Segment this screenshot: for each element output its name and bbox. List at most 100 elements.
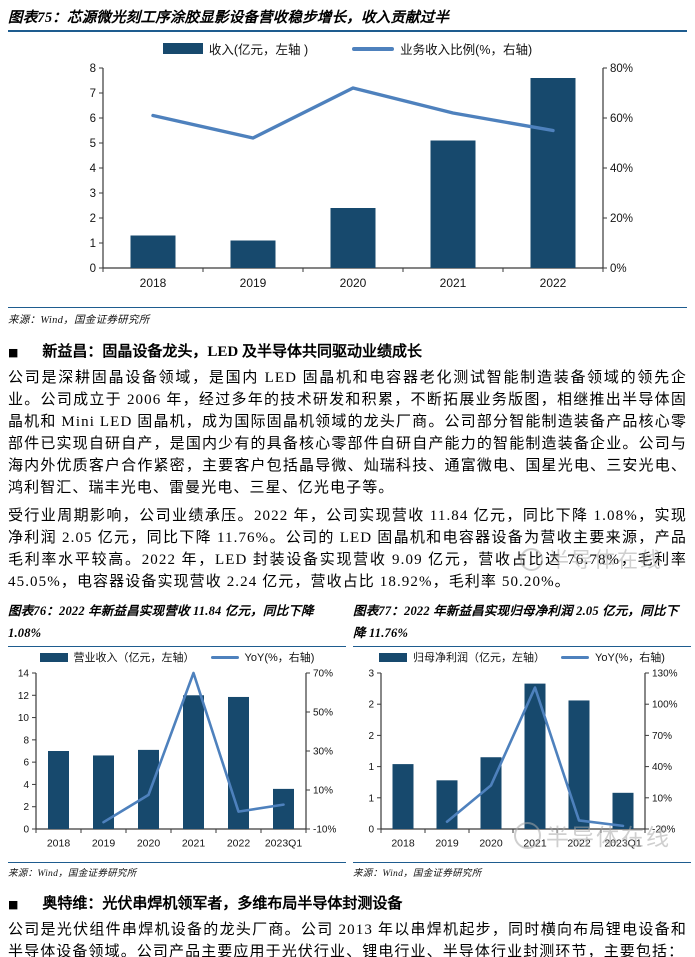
category-label: 2020 (137, 838, 161, 850)
bar-2022 (530, 78, 576, 268)
chart77-legend: 归母净利润（亿元，左轴） YoY(%，右轴) (353, 649, 691, 665)
left-axis-label: 7 (90, 88, 96, 100)
figure77-bottom-rule (353, 862, 691, 863)
left-axis-label: 8 (23, 735, 29, 746)
bullet-square-icon: ■ (8, 346, 19, 359)
paragraph-company-intro: 公司是深耕固晶设备领域，是国内 LED 固晶机和电容器老化测试智能制造装备领域的… (8, 370, 687, 496)
left-axis-label: 6 (90, 113, 96, 125)
bar-2022 (568, 700, 590, 829)
section-heading-text: 新益昌：固晶设备龙头，LED 及半导体共同驱动业绩成长 (42, 344, 423, 360)
legend-item: YoY(%，右轴) (210, 649, 315, 665)
right-axis-label: 70% (313, 669, 333, 680)
right-axis-label: 130% (652, 669, 678, 680)
bar-2019 (230, 240, 276, 268)
category-label: 2021 (523, 838, 547, 850)
bar-2021 (183, 695, 204, 829)
title-rule (8, 30, 687, 32)
figure77-column: 图表77：2022 年新益昌实现归母净利润 2.05 亿元，同比下降 11.76… (353, 601, 691, 879)
legend-item: 营业收入（亿元，左轴） (39, 649, 195, 665)
left-axis-label: 5 (90, 138, 96, 150)
bar-2021 (430, 140, 476, 268)
left-axis-label: 3 (368, 669, 374, 680)
chart76-plot: 0 2 4 6 8 10 12 14 -10% 10% 30% 50% 70% 2018 2019 2020 2… (18, 669, 337, 850)
line-series (102, 671, 285, 824)
right-axis-label: 100% (652, 700, 678, 711)
bar-2019 (93, 755, 114, 829)
legend-line-swatch (210, 655, 239, 659)
figure76-bottom-rule (8, 862, 346, 863)
left-axis-label: 14 (18, 669, 30, 680)
bar-2023Q1 (273, 788, 294, 829)
left-axis-label: 4 (23, 780, 29, 791)
right-axis-label: 10% (313, 786, 333, 797)
two-column-figures: 图表76：2022 年新益昌实现营收 11.84 亿元，同比下降 1.08% 营… (8, 601, 691, 879)
legend-label: YoY(%，右轴) (244, 652, 315, 664)
legend-line-swatch (352, 46, 395, 51)
figure76-chart: 营业收入（亿元，左轴） YoY(%，右轴) 0 2 4 6 8 10 12 14 -10% 10% 30… (8, 649, 346, 860)
left-axis-label: 4 (90, 163, 97, 175)
left-axis-label: 0 (90, 263, 96, 275)
right-axis-label: 80% (610, 63, 633, 75)
legend-label: YoY(%，右轴) (595, 652, 665, 664)
chart75-bottom-rule (8, 307, 687, 308)
figure77-source: 来源：Wind，国金证券研究所 (353, 869, 482, 879)
figure76-source: 来源：Wind，国金证券研究所 (8, 869, 137, 879)
left-axis-label: 0 (368, 825, 374, 836)
legend-item: 业务收入比例(%，右轴) (352, 39, 532, 58)
legend-item: YoY(%，右轴) (561, 649, 665, 665)
bar-2020 (330, 208, 376, 268)
figure75-source: 来源：Wind，国金证券研究所 (8, 315, 150, 326)
figure75-title: 图表75：芯源微光刻工序涂胶显影设备营收稳步增长，收入贡献过半 (8, 10, 450, 26)
legend-item: 收入(亿元，左轴 ) (162, 39, 308, 58)
legend-line-swatch (561, 655, 590, 659)
bar-2018 (48, 751, 69, 829)
legend-label: 归母净利润（亿元，左轴） (413, 652, 546, 664)
chart76-legend: 营业收入（亿元，左轴） YoY(%，右轴) (8, 649, 346, 665)
bar-2021 (524, 683, 546, 829)
left-axis-label: 3 (90, 188, 96, 200)
left-axis-label: 12 (18, 691, 30, 702)
paragraph-financials: 受行业周期影响，公司业绩承压。2022 年，公司实现营收 11.84 亿元，同比… (8, 508, 687, 590)
legend-label: 营业收入（亿元，左轴） (73, 652, 195, 664)
category-label: 2022 (540, 276, 567, 290)
figure77-title: 图表77：2022 年新益昌实现归母净利润 2.05 亿元，同比下降 11.76… (353, 604, 679, 640)
left-axis-label: 1 (368, 762, 374, 773)
section-heading-aotewei: ■ 奥特维：光伏串焊机领军者，多维布局半导体封测设备 (8, 892, 687, 913)
category-label: 2019 (92, 838, 116, 850)
right-axis-label: -10% (313, 825, 336, 836)
chart77-plot: 0 1 1 2 2 3 -20% 10% 40% 70% 100% 130% 2018 2019 2020 2… (368, 669, 678, 850)
left-axis-label: 1 (90, 238, 96, 250)
figure77-title-rule (353, 646, 691, 647)
figure76-title-rule (8, 646, 346, 647)
category-label: 2022 (227, 838, 251, 850)
left-axis-label: 0 (23, 825, 29, 836)
bullet-square-icon: ■ (8, 898, 19, 911)
left-axis-label: 10 (18, 713, 30, 724)
paragraph-aotewei-intro: 公司是光伏组件串焊机设备的龙头厂商。公司 2013 年以串焊机起步，同时横向布局… (8, 922, 687, 957)
section-heading-xinyichang: ■ 新益昌：固晶设备龙头，LED 及半导体共同驱动业绩成长 (8, 340, 687, 361)
left-axis-label: 8 (90, 63, 96, 75)
category-label: 2018 (391, 838, 415, 850)
left-axis-label: 2 (368, 700, 374, 711)
category-label: 2018 (47, 838, 71, 850)
right-axis-label: 50% (313, 708, 333, 719)
line-series (151, 86, 555, 140)
category-label: 2023Q1 (604, 838, 642, 850)
right-axis-label: 40% (652, 762, 672, 773)
category-label: 2021 (440, 276, 467, 290)
figure76-title: 图表76：2022 年新益昌实现营收 11.84 亿元，同比下降 1.08% (8, 604, 314, 640)
right-axis-label: 0% (610, 263, 627, 275)
category-label: 2021 (182, 838, 206, 850)
category-label: 2020 (340, 276, 367, 290)
figure75-chart: 收入(亿元，左轴 ) 业务收入比例(%，右轴) 0 1 2 3 4 5 6 7 8 0% 20% 40% 6… (8, 39, 687, 301)
category-label: 2018 (140, 276, 167, 290)
category-label: 2022 (567, 838, 591, 850)
right-axis-label: 70% (652, 731, 672, 742)
legend-bar-swatch (39, 652, 68, 662)
right-axis-label: 20% (610, 213, 633, 225)
legend-label: 业务收入比例(%，右轴) (400, 43, 533, 57)
right-axis-label: 40% (610, 163, 633, 175)
left-axis-label: 2 (23, 802, 29, 813)
